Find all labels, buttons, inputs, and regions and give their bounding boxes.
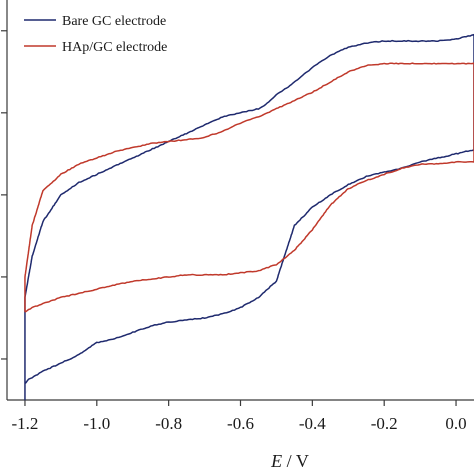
legend-label: Bare GC electrode bbox=[62, 14, 166, 29]
x-tick-label: -1.0 bbox=[83, 414, 110, 433]
axes bbox=[6, 0, 474, 401]
x-axis-symbol: E bbox=[270, 451, 282, 471]
x-axis-unit: / V bbox=[282, 451, 309, 471]
x-tick-label: -0.8 bbox=[155, 414, 182, 433]
x-tick-label: -1.2 bbox=[12, 414, 39, 433]
x-tick-label: -0.6 bbox=[227, 414, 254, 433]
ticks: -1.2 -1.0 -0.8 -0.6 -0.4 -0.2 0.0 bbox=[1, 30, 467, 433]
legend-label: HAp/GC electrode bbox=[62, 40, 167, 55]
x-tick-label: -0.4 bbox=[299, 414, 326, 433]
series-line-bare-gc bbox=[24, 33, 474, 401]
x-tick-label: 0.0 bbox=[445, 414, 466, 433]
x-axis-title: E / V bbox=[270, 451, 309, 471]
x-tick-label: -0.2 bbox=[371, 414, 398, 433]
legend: Bare GC electrode HAp/GC electrode bbox=[24, 14, 167, 55]
series-line-hap-gc bbox=[24, 62, 474, 313]
curves bbox=[24, 33, 474, 401]
